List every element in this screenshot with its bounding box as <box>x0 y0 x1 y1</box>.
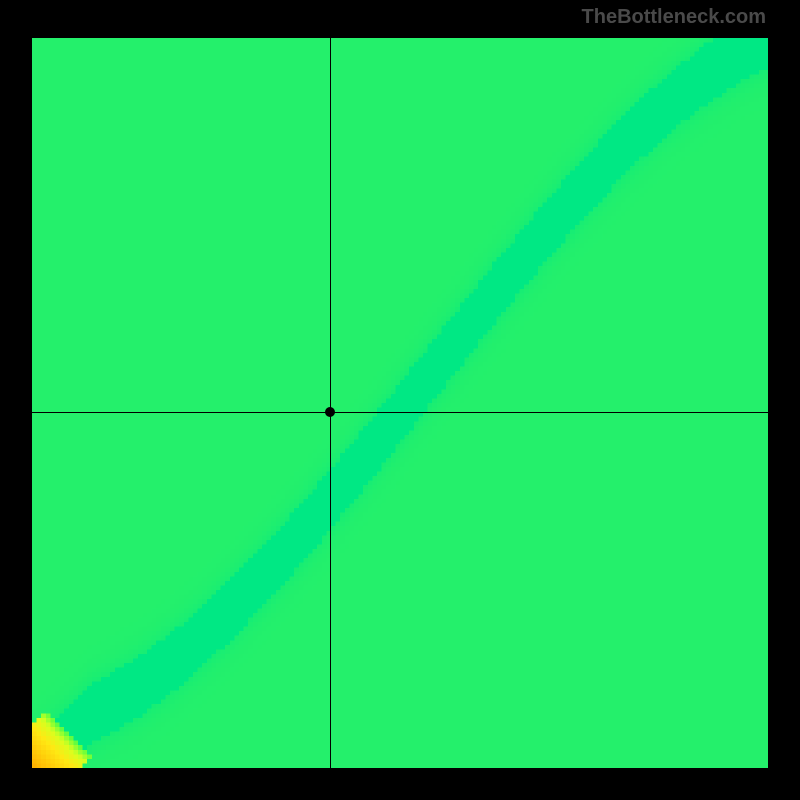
heatmap-canvas <box>32 38 768 768</box>
crosshair-horizontal <box>32 412 768 413</box>
plot-area <box>32 38 768 768</box>
watermark-text: TheBottleneck.com <box>582 6 766 29</box>
crosshair-vertical <box>330 38 331 768</box>
crosshair-point <box>325 407 335 417</box>
